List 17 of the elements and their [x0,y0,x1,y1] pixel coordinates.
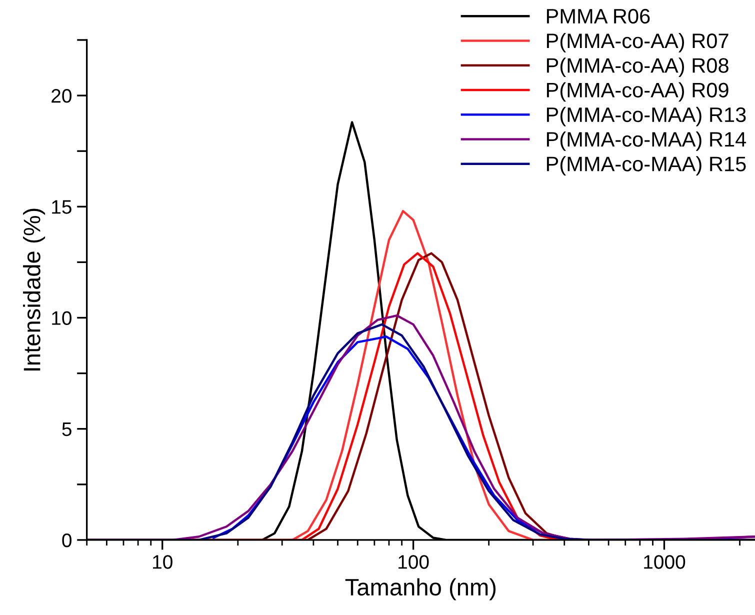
x-axis-title: Tamanho (nm) [345,578,496,600]
legend-label: P(MMA-co-MAA) R15 [546,156,746,176]
x-tick-label: 1000 [644,555,686,569]
y-tick-label: 20 [52,89,72,103]
legend-label: PMMA R06 [546,8,650,24]
legend-label: P(MMA-co-MAA) R14 [546,131,746,151]
y-tick-label: 10 [52,311,72,325]
y-tick-label: 0 [62,533,72,548]
legend-label: P(MMA-co-MAA) R13 [546,106,746,126]
x-tick-label: 100 [398,555,429,569]
y-axis-title: Intensidade (%) [23,208,46,370]
legend-label: P(MMA-co-AA) R07 [546,32,728,52]
x-tick-label: 10 [153,555,172,569]
legend-label: P(MMA-co-AA) R08 [546,58,728,77]
legend-label: P(MMA-co-AA) R09 [546,82,728,102]
y-tick-label: 5 [62,422,72,436]
y-tick-label: 15 [52,200,72,214]
